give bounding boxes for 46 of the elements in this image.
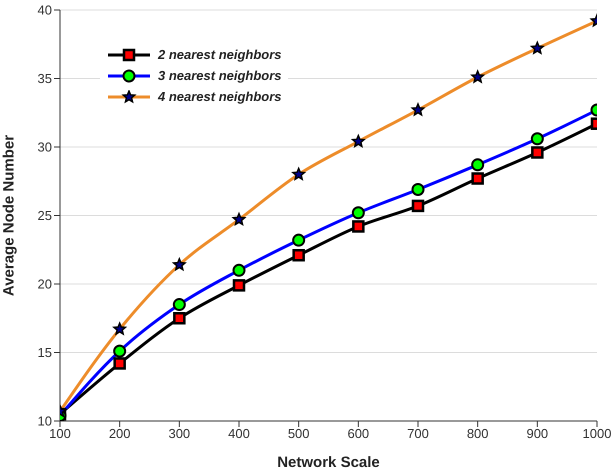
legend-label: 3 nearest neighbors: [158, 68, 282, 83]
point: [172, 298, 186, 312]
point: [530, 42, 544, 54]
point: [352, 206, 365, 220]
point: [173, 312, 186, 324]
y-tick-label: 20: [38, 276, 52, 292]
x-tick-label: 900: [526, 426, 548, 442]
x-axis-title: Network Scale: [277, 454, 380, 471]
point: [471, 70, 484, 83]
point: [232, 212, 246, 226]
x-tick-label: 800: [466, 426, 489, 442]
point: [471, 158, 484, 172]
point: [232, 279, 246, 292]
x-tick-label: 700: [407, 426, 429, 442]
x-tick-label: 300: [168, 426, 190, 442]
x-tick-label: 100: [49, 426, 71, 442]
point: [113, 344, 126, 358]
y-axis-title: Average Node Number: [0, 134, 18, 296]
x-tick-label: 600: [347, 426, 370, 442]
point: [172, 258, 186, 270]
x-tick-label: 400: [228, 426, 250, 442]
y-tick-label: 30: [38, 140, 52, 155]
y-tick-label: 10: [38, 414, 52, 429]
x-tick-label: 500: [288, 426, 310, 442]
point: [113, 322, 126, 335]
point: [292, 234, 306, 247]
point: [471, 172, 484, 185]
point: [352, 134, 365, 148]
y-tick-label: 35: [38, 71, 52, 86]
y-tick-label: 40: [38, 2, 52, 18]
point: [292, 168, 306, 180]
legend-label: 4 nearest neighbors: [158, 89, 282, 104]
point: [531, 146, 544, 159]
y-tick-label: 25: [38, 208, 52, 224]
point: [113, 357, 126, 370]
point: [412, 103, 424, 116]
point: [412, 200, 424, 212]
point: [352, 220, 365, 233]
point: [412, 182, 424, 196]
point: [232, 264, 246, 277]
legend-label: 2 nearest neighbors: [158, 47, 282, 62]
x-tick-label: 200: [108, 426, 131, 442]
x-tick-label: 1000: [582, 426, 612, 442]
point: [292, 248, 305, 262]
point: [530, 132, 544, 146]
y-tick-label: 15: [38, 345, 52, 360]
